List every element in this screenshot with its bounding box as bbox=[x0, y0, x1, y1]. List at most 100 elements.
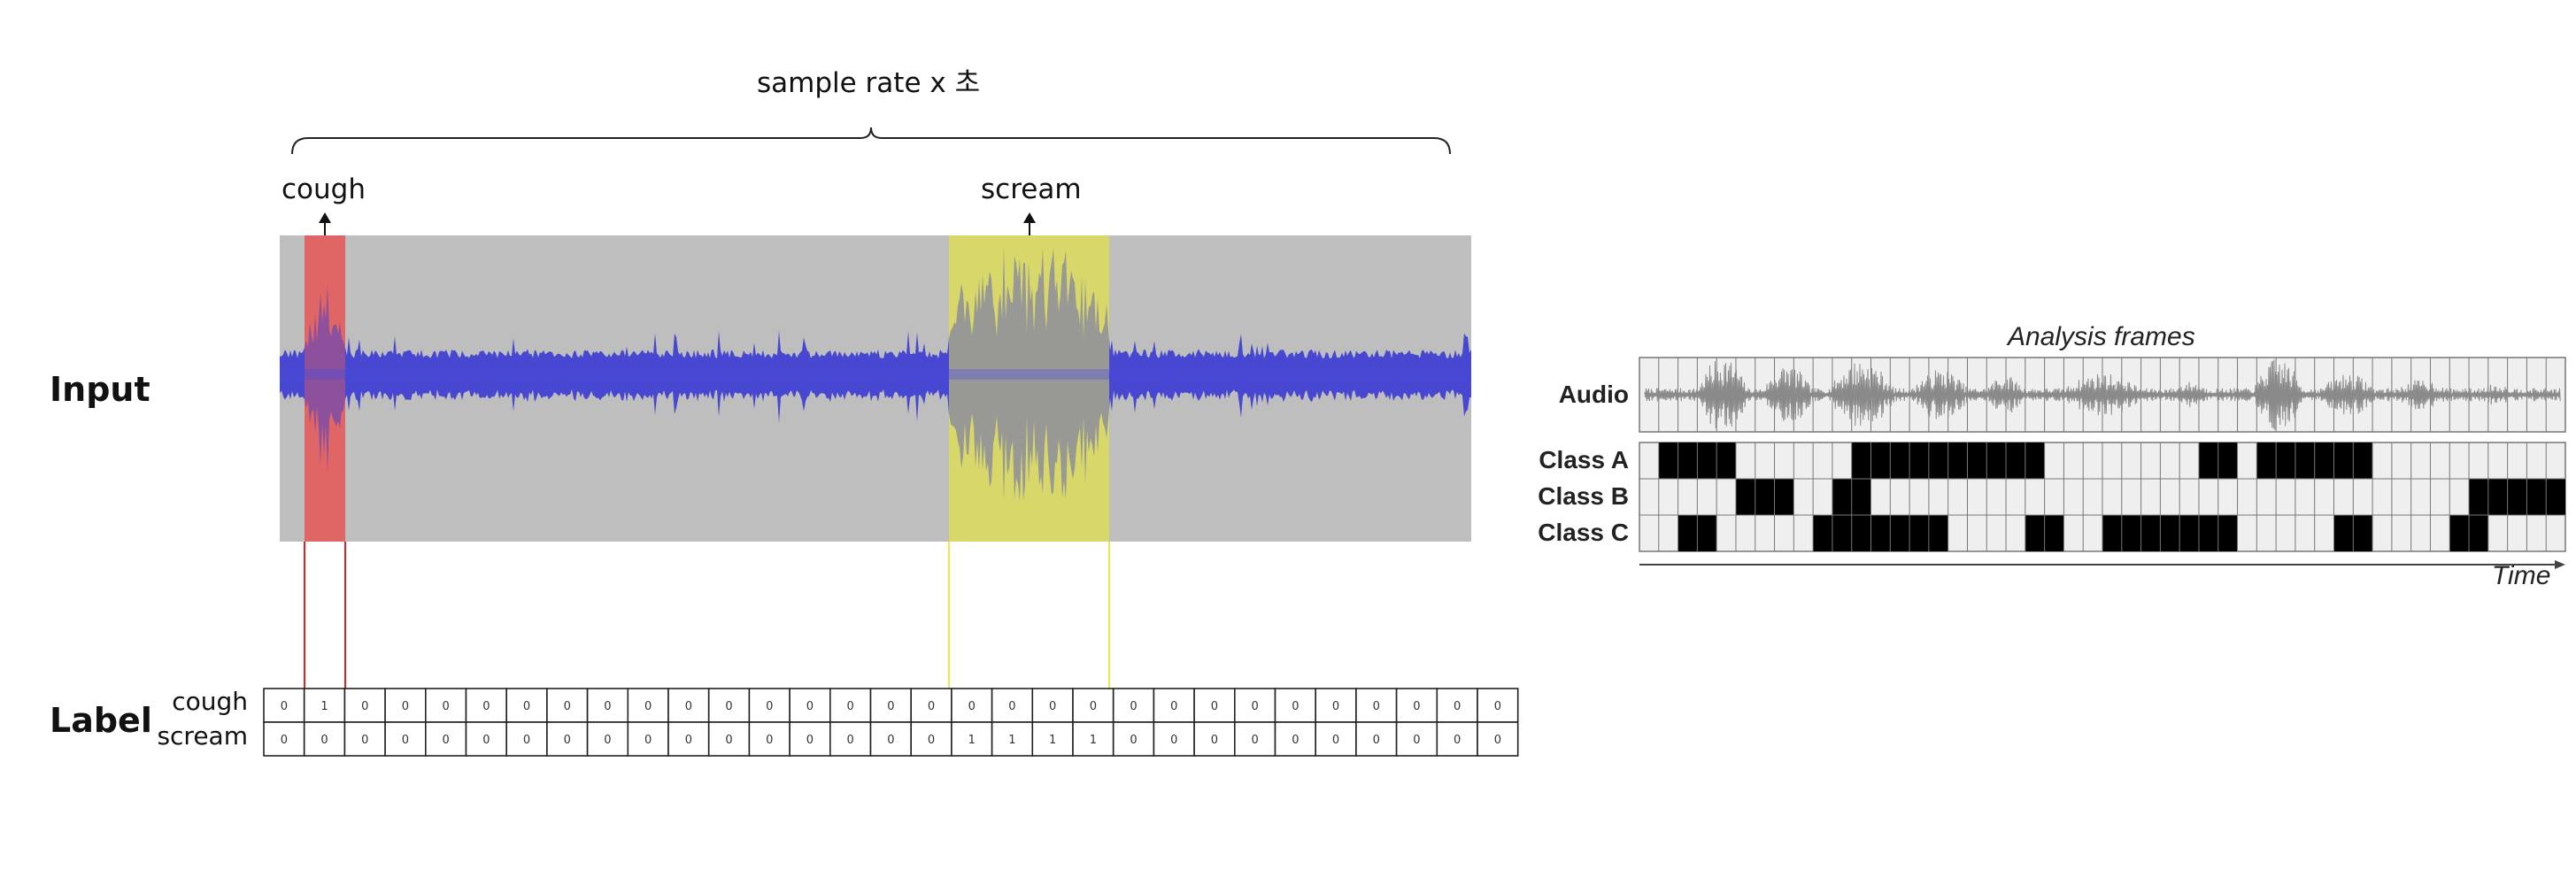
label-cell bbox=[991, 721, 1034, 757]
label-cell-value: 0 bbox=[402, 734, 409, 747]
label-cell bbox=[384, 721, 427, 757]
cough-tint bbox=[305, 235, 345, 542]
label-cell bbox=[1112, 688, 1155, 723]
active-frame bbox=[1832, 515, 1852, 551]
active-frame bbox=[2276, 442, 2295, 479]
label-cell-value: 1 bbox=[1090, 734, 1097, 747]
active-frame bbox=[2217, 442, 2238, 479]
active-frame bbox=[2198, 442, 2218, 479]
active-frame bbox=[2469, 479, 2488, 515]
label-cell bbox=[384, 688, 427, 723]
label-cell bbox=[910, 688, 953, 723]
label-cell-value: 0 bbox=[968, 700, 976, 713]
label-cell-value: 0 bbox=[1252, 700, 1259, 713]
label-cell-value: 0 bbox=[361, 700, 368, 713]
label-cell-value: 0 bbox=[806, 700, 814, 713]
label-cell bbox=[1234, 688, 1276, 723]
active-frame bbox=[1947, 442, 1968, 479]
label-cell-value: 0 bbox=[564, 700, 571, 713]
label-row-name-cough: cough bbox=[172, 687, 248, 716]
label-cell-value: 0 bbox=[1373, 734, 1380, 747]
label-cell bbox=[707, 721, 751, 757]
active-frame bbox=[1890, 442, 1910, 479]
audio-row-label: Audio bbox=[1558, 381, 1629, 408]
active-frame bbox=[2526, 479, 2547, 515]
label-cell-value: 0 bbox=[928, 700, 935, 713]
label-cell-value: 0 bbox=[1090, 700, 1097, 713]
label-cell bbox=[707, 688, 751, 723]
active-frame bbox=[1697, 442, 1717, 479]
label-cell bbox=[1436, 721, 1478, 757]
class-activity-grid bbox=[1639, 442, 2566, 552]
brace-path bbox=[291, 127, 1451, 155]
label-cell-value: 0 bbox=[320, 734, 328, 747]
label-cell bbox=[1395, 721, 1438, 757]
label-cell-value: 1 bbox=[1008, 734, 1015, 747]
label-cell-value: 0 bbox=[1130, 734, 1137, 747]
analysis-frames-title: Analysis frames bbox=[2008, 322, 2195, 351]
active-frame bbox=[1851, 442, 1871, 479]
label-cell-value: 0 bbox=[1170, 700, 1177, 713]
label-cell bbox=[789, 721, 831, 757]
class-b-label: Class B bbox=[1538, 482, 1629, 510]
label-row-label: Label bbox=[50, 701, 152, 740]
label-cell bbox=[424, 721, 467, 757]
label-cell-value: 0 bbox=[685, 700, 692, 713]
active-frame bbox=[1967, 442, 1987, 479]
scream-tint bbox=[949, 235, 1109, 542]
label-cell bbox=[951, 688, 993, 723]
label-cell-value: 0 bbox=[1252, 734, 1259, 747]
active-frame bbox=[1658, 442, 1678, 479]
audio-waveform bbox=[280, 235, 1471, 542]
label-cell-value: 0 bbox=[443, 734, 450, 747]
active-frame bbox=[2006, 442, 2025, 479]
scream-event-label: scream bbox=[981, 173, 1082, 205]
active-frame bbox=[2314, 442, 2334, 479]
label-cell bbox=[627, 721, 669, 757]
analysis-audio-strip bbox=[1639, 357, 2566, 433]
active-frame bbox=[1928, 515, 1948, 551]
active-frame bbox=[1870, 442, 1891, 479]
label-cell bbox=[546, 721, 589, 757]
label-cell-value: 0 bbox=[928, 734, 935, 747]
active-frame bbox=[2333, 515, 2354, 551]
label-cell bbox=[667, 721, 710, 757]
label-cell-value: 1 bbox=[968, 734, 976, 747]
active-frame bbox=[1870, 515, 1891, 551]
active-frame bbox=[1677, 442, 1698, 479]
label-cell-value: 0 bbox=[1413, 734, 1420, 747]
label-cell bbox=[829, 688, 872, 723]
label-cell bbox=[1112, 721, 1155, 757]
active-frame bbox=[2179, 515, 2199, 551]
label-cell bbox=[343, 721, 386, 757]
label-cell-value: 0 bbox=[644, 700, 652, 713]
label-cell bbox=[1234, 721, 1276, 757]
active-frame bbox=[1755, 479, 1775, 515]
label-cell-value: 0 bbox=[523, 700, 530, 713]
waveform-envelope bbox=[280, 246, 1471, 502]
label-cell-value: 0 bbox=[1292, 700, 1299, 713]
label-cell-value: 0 bbox=[725, 700, 732, 713]
active-frame bbox=[2353, 515, 2373, 551]
active-frame bbox=[2256, 442, 2277, 479]
label-row-name-scream: scream bbox=[157, 721, 248, 750]
active-frame bbox=[2449, 515, 2470, 551]
label-cell-value: 0 bbox=[1049, 700, 1056, 713]
label-cell-value: 0 bbox=[887, 700, 894, 713]
active-frame bbox=[2102, 515, 2122, 551]
label-cell-value: 0 bbox=[281, 734, 288, 747]
active-frame bbox=[1928, 442, 1948, 479]
label-cell-value: 1 bbox=[1049, 734, 1056, 747]
active-frame bbox=[2217, 515, 2238, 551]
active-frame bbox=[1909, 442, 1929, 479]
label-cell bbox=[1477, 721, 1519, 757]
label-cell-value: 0 bbox=[766, 700, 773, 713]
class-a-label: Class A bbox=[1539, 446, 1629, 473]
class-c-label: Class C bbox=[1538, 519, 1629, 546]
label-cell-value: 0 bbox=[847, 734, 854, 747]
label-cell bbox=[1072, 688, 1114, 723]
label-cell-value: 0 bbox=[1332, 700, 1339, 713]
label-cell bbox=[263, 688, 305, 723]
active-frame bbox=[2025, 442, 2045, 479]
label-cell-value: 0 bbox=[1292, 734, 1299, 747]
